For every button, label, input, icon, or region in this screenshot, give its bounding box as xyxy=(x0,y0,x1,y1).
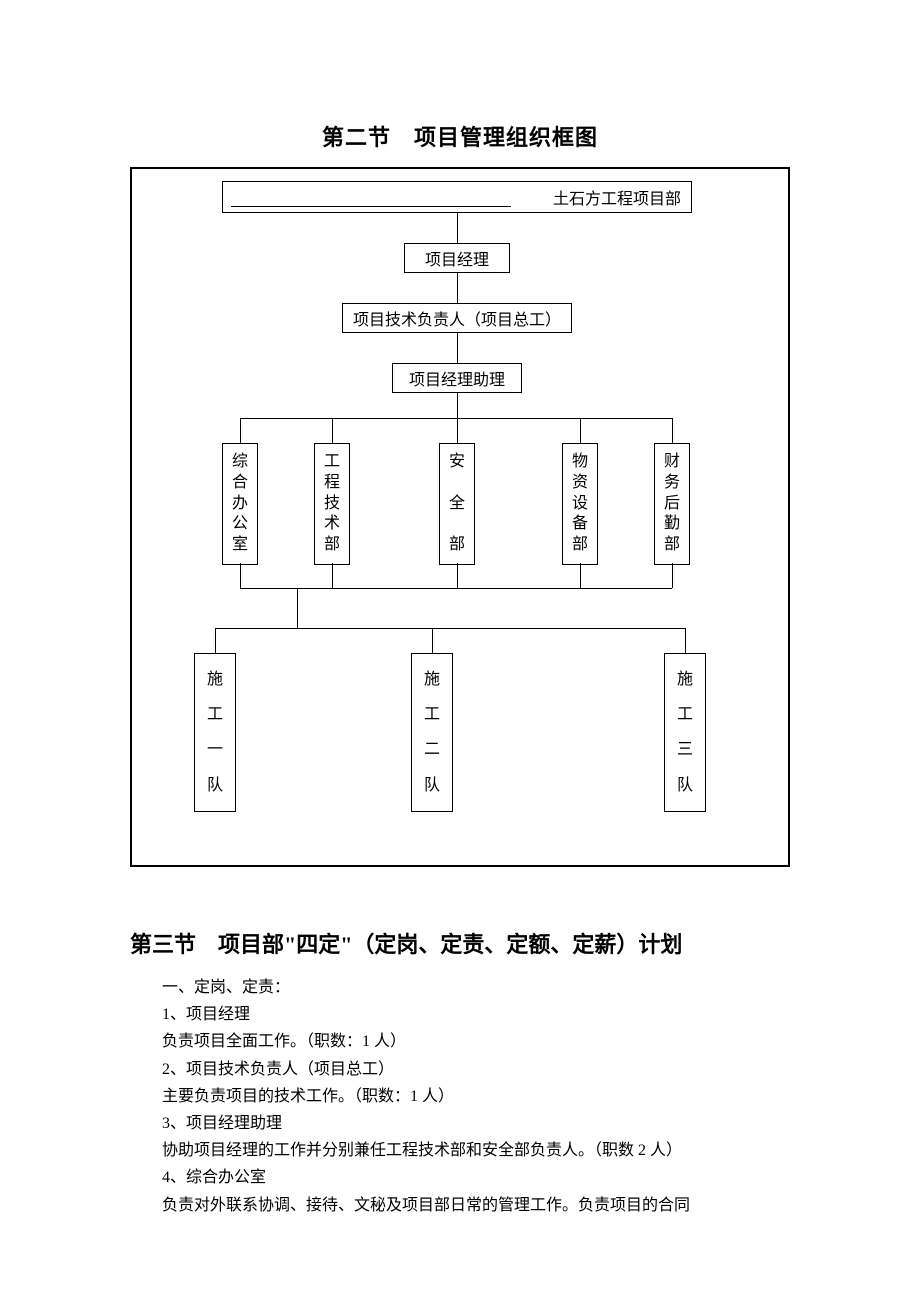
section3-body: 一、定岗、定责： 1、项目经理 负责项目全面工作。（职数：1 人） 2、项目技术… xyxy=(130,974,790,1219)
node-top-label: 土石方工程项目部 xyxy=(553,185,681,209)
edge-n2-n3 xyxy=(457,333,458,363)
node-dept4: 物资设备部 xyxy=(562,443,598,565)
node-manager: 项目经理 xyxy=(404,243,510,273)
drop-t1 xyxy=(215,628,216,653)
drop-d3 xyxy=(457,418,458,443)
node-techlead: 项目技术负责人（项目总工） xyxy=(342,303,572,333)
node-manager-label: 项目经理 xyxy=(425,246,489,270)
drop-d4 xyxy=(580,418,581,443)
drop-t3 xyxy=(685,628,686,653)
node-techlead-label: 项目技术负责人（项目总工） xyxy=(353,306,561,330)
top-underline xyxy=(231,206,511,207)
node-dept1: 综合办公室 xyxy=(222,443,258,565)
node-team3: 施工三队 xyxy=(664,653,706,812)
section3-title: 第三节 项目部"四定"（定岗、定责、定额、定薪）计划 xyxy=(130,927,790,959)
body-line: 协助项目经理的工作并分别兼任工程技术部和安全部负责人。（职数 2 人） xyxy=(162,1137,790,1164)
node-dept3: 安 全 部 xyxy=(439,443,475,565)
node-dept5: 财务后勤部 xyxy=(654,443,690,565)
tail-d3 xyxy=(457,563,458,588)
node-top: 土石方工程项目部 xyxy=(222,181,692,213)
body-line: 负责项目全面工作。（职数：1 人） xyxy=(162,1028,790,1055)
dept-bus-bottom xyxy=(240,588,672,589)
section2-title: 第二节 项目管理组织框图 xyxy=(130,120,790,152)
node-assistant: 项目经理助理 xyxy=(392,363,522,393)
body-line: 1、项目经理 xyxy=(162,1001,790,1028)
drop-d1 xyxy=(240,418,241,443)
edge-top-n1 xyxy=(457,213,458,243)
edge-n1-n2 xyxy=(457,273,458,303)
conn-v xyxy=(297,588,298,628)
team-bus xyxy=(215,628,685,629)
org-chart: 土石方工程项目部 项目经理 项目技术负责人（项目总工） 项目经理助理 综合办公室 xyxy=(130,167,790,867)
node-dept2: 工程技术部 xyxy=(314,443,350,565)
node-team1: 施工一队 xyxy=(194,653,236,812)
body-line: 负责对外联系协调、接待、文秘及项目部日常的管理工作。负责项目的合同 xyxy=(162,1192,790,1219)
tail-d2 xyxy=(332,563,333,588)
body-line: 主要负责项目的技术工作。（职数：1 人） xyxy=(162,1083,790,1110)
body-line: 3、项目经理助理 xyxy=(162,1110,790,1137)
node-assistant-label: 项目经理助理 xyxy=(409,366,505,390)
drop-d2 xyxy=(332,418,333,443)
tail-d5 xyxy=(672,563,673,588)
drop-t2 xyxy=(432,628,433,653)
tail-d4 xyxy=(580,563,581,588)
body-line: 4、综合办公室 xyxy=(162,1164,790,1191)
node-team2: 施工二队 xyxy=(411,653,453,812)
drop-d5 xyxy=(672,418,673,443)
body-line: 一、定岗、定责： xyxy=(162,974,790,1001)
tail-d1 xyxy=(240,563,241,588)
body-line: 2、项目技术负责人（项目总工） xyxy=(162,1056,790,1083)
dept-bus xyxy=(240,418,672,419)
edge-n3-bus xyxy=(457,393,458,418)
